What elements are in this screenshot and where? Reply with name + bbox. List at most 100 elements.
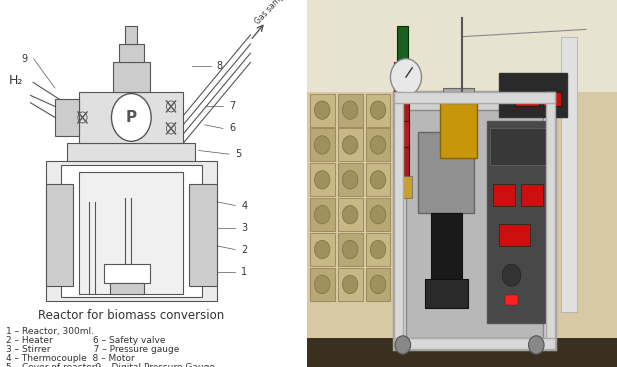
- Bar: [394, 62, 409, 128]
- Bar: [515, 92, 539, 106]
- Bar: [337, 163, 363, 196]
- Circle shape: [315, 206, 330, 224]
- Bar: [499, 224, 530, 246]
- Bar: [310, 198, 334, 231]
- Bar: [310, 163, 334, 196]
- Text: 3: 3: [241, 222, 247, 233]
- Bar: [366, 94, 391, 127]
- Bar: [61, 165, 202, 297]
- Bar: [521, 184, 542, 206]
- Bar: [337, 198, 363, 231]
- Circle shape: [370, 171, 386, 189]
- Text: H₂: H₂: [9, 74, 23, 87]
- Text: 1 – Reactor, 300ml.: 1 – Reactor, 300ml.: [6, 327, 94, 336]
- Circle shape: [370, 136, 386, 154]
- Circle shape: [370, 101, 386, 119]
- Bar: [80, 172, 183, 294]
- Bar: [189, 184, 217, 286]
- Bar: [46, 184, 73, 286]
- Bar: [119, 44, 144, 62]
- Circle shape: [342, 240, 358, 259]
- Circle shape: [502, 264, 521, 286]
- Bar: [394, 92, 555, 349]
- Bar: [310, 94, 334, 127]
- Circle shape: [342, 101, 358, 119]
- Circle shape: [315, 101, 330, 119]
- Bar: [366, 163, 391, 196]
- Bar: [104, 264, 150, 283]
- Text: 1: 1: [241, 266, 247, 277]
- Bar: [67, 143, 196, 161]
- Bar: [337, 94, 363, 127]
- Bar: [80, 92, 183, 143]
- Circle shape: [315, 240, 330, 259]
- Bar: [394, 147, 409, 176]
- Text: P: P: [126, 110, 137, 125]
- Bar: [394, 92, 403, 349]
- Bar: [310, 268, 334, 301]
- Bar: [110, 283, 144, 294]
- Bar: [542, 92, 561, 106]
- Bar: [113, 62, 150, 92]
- Bar: [490, 128, 545, 165]
- Circle shape: [370, 275, 386, 294]
- Text: 4: 4: [241, 200, 247, 211]
- Bar: [337, 268, 363, 301]
- Text: Reactor for biomass conversion: Reactor for biomass conversion: [38, 309, 225, 322]
- Bar: [499, 73, 568, 117]
- Bar: [505, 295, 518, 305]
- Circle shape: [315, 171, 330, 189]
- Text: 9: 9: [22, 54, 28, 64]
- Text: 7: 7: [229, 101, 235, 112]
- Bar: [46, 161, 217, 301]
- Bar: [307, 338, 617, 367]
- Bar: [431, 213, 462, 286]
- Bar: [366, 268, 391, 301]
- Circle shape: [342, 206, 358, 224]
- Circle shape: [395, 336, 411, 354]
- Bar: [493, 184, 515, 206]
- Bar: [406, 110, 542, 338]
- Bar: [394, 338, 555, 349]
- Text: 5 – Cover of reactor9 – Digital Pressure Gauge: 5 – Cover of reactor9 – Digital Pressure…: [6, 363, 215, 367]
- Bar: [337, 128, 363, 161]
- Bar: [307, 0, 617, 92]
- Circle shape: [391, 59, 421, 95]
- Circle shape: [342, 275, 358, 294]
- Text: 5: 5: [235, 149, 241, 159]
- Text: 8: 8: [217, 61, 223, 71]
- Circle shape: [315, 136, 330, 154]
- Bar: [55, 99, 80, 136]
- Bar: [440, 103, 478, 158]
- Bar: [424, 279, 468, 308]
- Text: 3 – Stirrer               7 – Pressure gauge: 3 – Stirrer 7 – Pressure gauge: [6, 345, 180, 354]
- Bar: [443, 88, 474, 103]
- Bar: [400, 176, 412, 198]
- Circle shape: [342, 136, 358, 154]
- Text: 2 – Heater              6 – Safety valve: 2 – Heater 6 – Safety valve: [6, 336, 165, 345]
- Circle shape: [370, 206, 386, 224]
- Bar: [337, 233, 363, 266]
- Bar: [366, 128, 391, 161]
- Bar: [310, 233, 334, 266]
- Bar: [125, 26, 138, 44]
- Bar: [545, 92, 555, 349]
- Circle shape: [342, 171, 358, 189]
- Text: 6: 6: [229, 123, 235, 134]
- Circle shape: [315, 275, 330, 294]
- Bar: [418, 132, 474, 213]
- Bar: [561, 37, 577, 312]
- Circle shape: [529, 336, 544, 354]
- Bar: [487, 121, 549, 323]
- Circle shape: [112, 94, 151, 141]
- Bar: [310, 128, 334, 161]
- Bar: [397, 26, 407, 62]
- Text: 2: 2: [241, 244, 247, 255]
- Text: 4 – Thermocouple  8 – Motor: 4 – Thermocouple 8 – Motor: [6, 354, 135, 363]
- Bar: [394, 92, 555, 103]
- Text: Gas sampler: Gas sampler: [254, 0, 293, 26]
- Bar: [394, 121, 409, 154]
- Circle shape: [370, 240, 386, 259]
- Bar: [366, 233, 391, 266]
- Bar: [366, 198, 391, 231]
